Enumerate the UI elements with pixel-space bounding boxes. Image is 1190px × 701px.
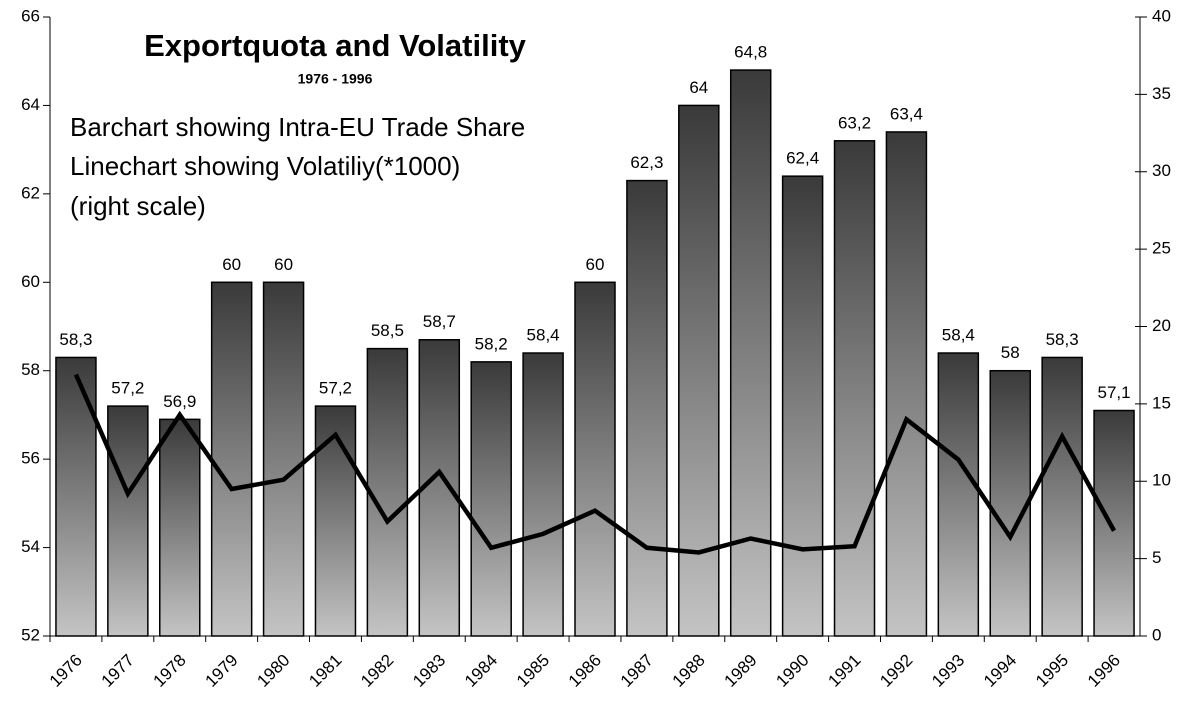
bar xyxy=(470,361,512,637)
bar xyxy=(781,175,824,637)
bar xyxy=(262,281,305,637)
value-label: 60 xyxy=(586,255,605,274)
x-tick-label: 1992 xyxy=(876,651,916,691)
value-label: 57,2 xyxy=(319,379,352,398)
value-label: 64 xyxy=(689,78,708,97)
y-tick-label: 62 xyxy=(21,183,40,202)
value-label: 58,3 xyxy=(1046,330,1079,349)
y-tick-label: 64 xyxy=(21,95,40,114)
value-label: 58,5 xyxy=(371,321,404,340)
value-label: 62,3 xyxy=(630,153,663,172)
bar xyxy=(937,352,980,637)
value-label: 58,4 xyxy=(942,326,975,345)
x-tick-label: 1988 xyxy=(669,651,709,691)
y2-tick-label: 25 xyxy=(1152,239,1171,258)
y-tick-label: 66 xyxy=(21,6,40,25)
x-tick-label: 1989 xyxy=(721,651,761,691)
y2-tick-label: 35 xyxy=(1152,84,1171,103)
value-label: 62,4 xyxy=(786,149,819,168)
value-label: 63,2 xyxy=(838,113,871,132)
bar xyxy=(366,347,409,637)
x-tick-label: 1976 xyxy=(46,651,86,691)
annotation: (right scale) xyxy=(70,191,206,221)
y-tick-label: 58 xyxy=(21,360,40,379)
x-tick-label: 1977 xyxy=(98,651,138,691)
bar xyxy=(1093,409,1135,637)
y2-tick-label: 15 xyxy=(1152,393,1171,412)
value-label: 57,2 xyxy=(111,379,144,398)
y-tick-label: 60 xyxy=(21,272,40,291)
x-tick-label: 1982 xyxy=(357,651,397,691)
value-label: 56,9 xyxy=(163,392,196,411)
y2-tick-label: 20 xyxy=(1152,316,1171,335)
plot-area: 58,3 1976 57,2 1977 56,9 1978 60 1979 60 1980 57,2… xyxy=(21,6,1171,690)
x-tick-label: 1984 xyxy=(461,651,501,691)
bar xyxy=(314,405,357,637)
y-tick-label: 52 xyxy=(21,625,40,644)
bar xyxy=(1041,356,1083,637)
y-tick-label: 54 xyxy=(21,537,40,556)
x-tick-label: 1985 xyxy=(513,651,553,691)
bar xyxy=(729,69,772,637)
volatility-line xyxy=(73,373,1117,555)
chart-title: Exportquota and Volatility xyxy=(144,28,527,63)
bar xyxy=(107,405,149,637)
x-tick-label: 1991 xyxy=(824,651,864,691)
value-label: 58,2 xyxy=(475,334,508,353)
chart-subtitle: 1976 - 1996 xyxy=(298,71,373,87)
value-label: 58,4 xyxy=(527,326,560,345)
x-tick-label: 1993 xyxy=(928,651,968,691)
bar xyxy=(55,356,97,637)
x-tick-label: 1980 xyxy=(253,651,293,691)
value-label: 58,3 xyxy=(59,330,92,349)
y2-tick-label: 10 xyxy=(1152,471,1171,490)
annotation: Linechart showing Volatiliy(*1000) xyxy=(70,151,460,181)
y2-tick-label: 5 xyxy=(1152,548,1161,567)
annotation: Barchart showing Intra-EU Trade Share xyxy=(70,112,525,142)
bar xyxy=(678,104,720,637)
x-tick-label: 1990 xyxy=(772,651,812,691)
value-label: 60 xyxy=(274,255,293,274)
value-label: 64,8 xyxy=(734,43,767,62)
y2-tick-label: 40 xyxy=(1152,6,1171,25)
bar xyxy=(159,418,201,637)
bar xyxy=(626,179,668,637)
x-tick-label: 1979 xyxy=(201,651,241,691)
value-label: 60 xyxy=(222,255,241,274)
bar xyxy=(989,369,1031,637)
y2-tick-label: 0 xyxy=(1152,625,1161,644)
x-tick-label: 1983 xyxy=(409,651,449,691)
x-tick-label: 1987 xyxy=(617,651,657,691)
value-label: 63,4 xyxy=(890,104,923,123)
x-tick-label: 1981 xyxy=(305,651,345,691)
y-tick-label: 56 xyxy=(21,449,40,468)
x-tick-label: 1986 xyxy=(565,651,605,691)
bar xyxy=(885,131,928,637)
value-label: 58 xyxy=(1001,343,1020,362)
x-tick-label: 1978 xyxy=(150,651,190,691)
x-tick-label: 1995 xyxy=(1032,651,1072,691)
x-tick-label: 1996 xyxy=(1084,651,1124,691)
bar xyxy=(833,140,876,637)
bar xyxy=(522,352,564,637)
value-label: 57,1 xyxy=(1098,383,1131,402)
y2-tick-label: 30 xyxy=(1152,161,1171,180)
bar xyxy=(574,281,616,637)
value-label: 58,7 xyxy=(423,312,456,331)
x-tick-label: 1994 xyxy=(980,651,1020,691)
bar xyxy=(210,281,253,637)
